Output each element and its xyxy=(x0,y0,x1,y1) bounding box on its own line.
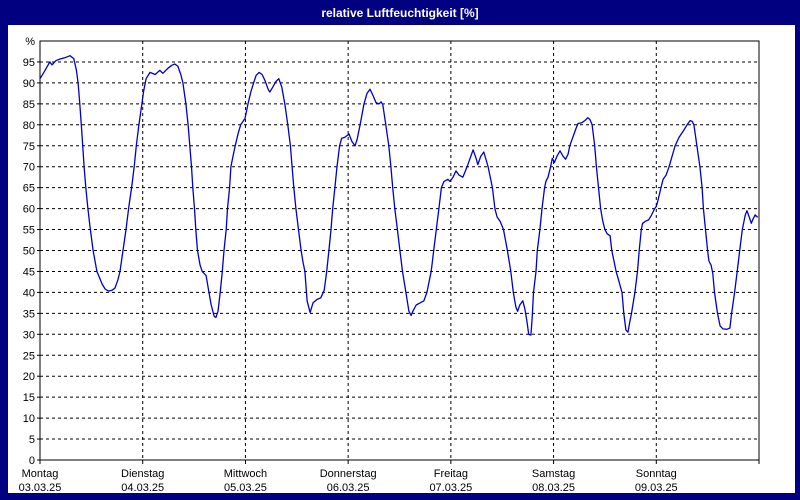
y-axis-label: 65 xyxy=(23,183,35,195)
y-axis-label: 5 xyxy=(29,434,35,446)
y-axis-label: 60 xyxy=(23,204,35,216)
title-bar: relative Luftfeuchtigkeit [%] xyxy=(0,0,800,25)
y-axis-label: 70 xyxy=(23,162,35,174)
y-axis-label: 85 xyxy=(23,99,35,111)
y-axis-label: 80 xyxy=(23,120,35,132)
y-axis-label: 50 xyxy=(23,246,35,258)
x-axis-date-label: 07.03.25 xyxy=(429,482,472,494)
x-axis-date-label: 09.03.25 xyxy=(635,482,678,494)
x-axis-date-label: 05.03.25 xyxy=(224,482,267,494)
x-axis-day-label: Mittwoch xyxy=(224,468,267,480)
plot-border xyxy=(39,40,760,461)
x-axis-day-label: Sonntag xyxy=(636,468,677,480)
humidity-line xyxy=(39,55,758,336)
x-axis-day-label: Samstag xyxy=(532,468,575,480)
y-axis-unit-label: % xyxy=(25,36,35,48)
y-axis-label: 20 xyxy=(23,371,35,383)
x-axis-date-label: 08.03.25 xyxy=(532,482,575,494)
x-axis-day-label: Freitag xyxy=(434,468,468,480)
y-axis-label: 30 xyxy=(23,329,35,341)
y-axis-label: 10 xyxy=(23,413,35,425)
y-axis-label: 15 xyxy=(23,392,35,404)
y-axis-label: 95 xyxy=(23,57,35,69)
y-axis-label: 75 xyxy=(23,141,35,153)
y-axis-label: 55 xyxy=(23,225,35,237)
y-axis-label: 90 xyxy=(23,78,35,90)
y-axis-label: 45 xyxy=(23,266,35,278)
window-title: relative Luftfeuchtigkeit [%] xyxy=(321,5,479,20)
x-axis-day-label: Montag xyxy=(22,468,59,480)
x-axis-date-label: 06.03.25 xyxy=(327,482,370,494)
y-axis-label: 0 xyxy=(29,455,35,467)
x-axis-day-label: Donnerstag xyxy=(320,468,377,480)
y-axis-label: 35 xyxy=(23,308,35,320)
y-axis-label: 40 xyxy=(23,287,35,299)
x-axis-date-label: 03.03.25 xyxy=(19,482,62,494)
y-axis-label: 25 xyxy=(23,350,35,362)
x-axis-day-label: Dienstag xyxy=(121,468,164,480)
x-axis-date-label: 04.03.25 xyxy=(121,482,164,494)
